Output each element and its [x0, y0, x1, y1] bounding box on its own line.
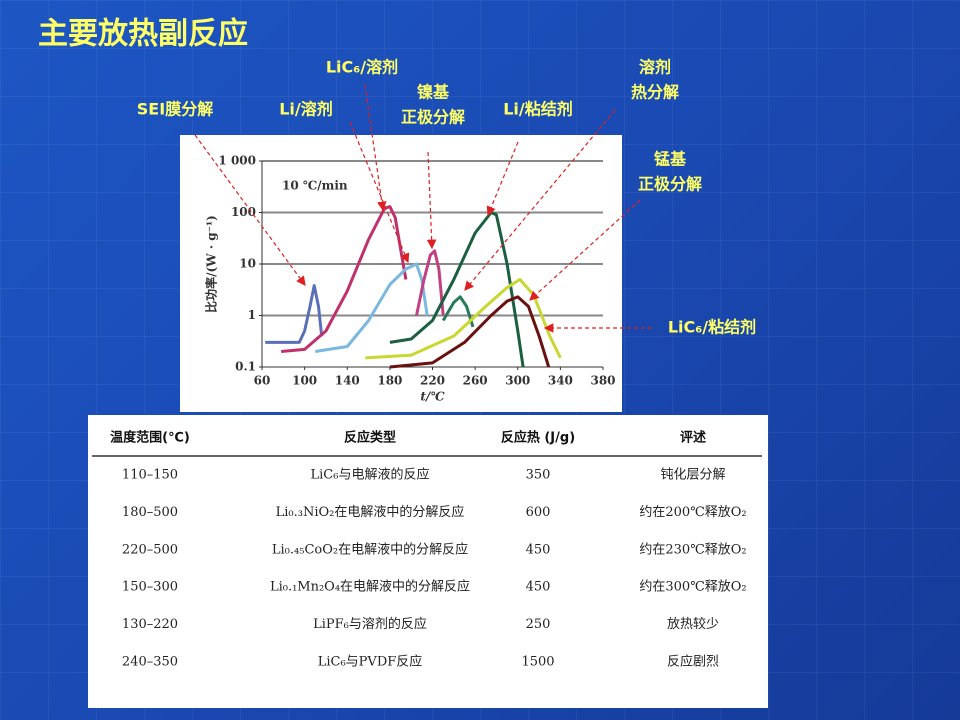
table-header: 反应类型: [344, 430, 396, 446]
callout-arrow: [349, 121, 410, 264]
curve: [365, 278, 562, 360]
curve: [441, 295, 475, 328]
callout-label: LiC₆/溶剂: [326, 58, 398, 77]
x-tick-label: 60: [254, 374, 271, 388]
callout-label: 锰基: [654, 150, 687, 169]
callout-arrow: [194, 134, 306, 286]
callout-label: LiC₆/粘结剂: [668, 318, 756, 337]
table-cell: 放热较少: [667, 617, 719, 632]
table-cell: LiPF₆与溶剂的反应: [313, 616, 427, 632]
callout-label: SEI膜分解: [137, 100, 213, 119]
x-tick-label: 140: [335, 374, 360, 388]
curve: [389, 295, 551, 369]
table-cell: Li₀.₄₅CoO₂在电解液中的分解反应: [272, 541, 468, 557]
callout-arrow: [426, 151, 437, 250]
x-tick-label: 300: [505, 374, 530, 388]
callout-label: 正极分解: [638, 175, 702, 194]
y-tick-label: 1 000: [218, 154, 256, 168]
table-cell: 350: [526, 468, 551, 483]
x-tick-label: 100: [292, 374, 317, 388]
curve: [415, 249, 445, 316]
table-cell: 约在200℃释放O₂: [639, 505, 746, 520]
table-cell: LiC₆与电解液的反应: [311, 467, 430, 483]
table-cell: 450: [526, 580, 551, 595]
table-cell: 130–220: [122, 617, 178, 632]
callout-label: 溶剂: [639, 58, 671, 77]
callout-label: Li/粘结剂: [503, 100, 573, 119]
y-tick-label: 1: [248, 308, 256, 322]
table-panel: [88, 415, 768, 708]
table-header: 反应热 (J/g): [501, 430, 575, 446]
table-cell: 约在300℃释放O₂: [639, 580, 746, 595]
callout-arrow: [486, 141, 519, 217]
y-tick-label: 10: [239, 257, 256, 271]
y-tick-label: 0.1: [235, 360, 256, 374]
curve: [265, 284, 324, 344]
table-cell: 1500: [521, 655, 554, 670]
table-cell: 钝化层分解: [660, 468, 725, 483]
table-cell: LiC₆与PVDF反应: [318, 654, 423, 670]
table-cell: 450: [526, 542, 551, 557]
callout-label: 正极分解: [401, 108, 465, 127]
callout-label: Li/溶剂: [279, 100, 333, 119]
callout-arrow: [364, 84, 387, 212]
y-axis-label: 比功率/(W · g⁻¹): [204, 215, 219, 313]
table-cell: 600: [526, 505, 551, 520]
x-tick-label: 260: [463, 374, 488, 388]
table-cell: Li₀.₁Mn₂O₄在电解液中的分解反应: [270, 579, 470, 595]
y-tick-label: 100: [231, 205, 256, 219]
curve: [315, 262, 429, 353]
callout-label: 镍基: [417, 83, 450, 102]
curve: [281, 205, 408, 353]
table-cell: 约在230℃释放O₂: [639, 542, 746, 557]
x-tick-label: 340: [548, 374, 573, 388]
slide-title: 主要放热副反应: [38, 17, 248, 52]
table-cell: 250: [526, 617, 551, 632]
callout-label: 热分解: [631, 83, 679, 102]
x-tick-label: 380: [590, 374, 615, 388]
x-axis-label: t/℃: [420, 390, 445, 404]
table-cell: Li₀.₃NiO₂在电解液中的分解反应: [276, 504, 465, 520]
x-tick-label: 220: [420, 374, 445, 388]
table-cell: 220–500: [122, 542, 178, 557]
annotation: 10 ℃/min: [282, 179, 348, 193]
table-header: 评述: [680, 430, 706, 446]
table-cell: 180–500: [122, 505, 178, 520]
table-cell: 240–350: [122, 655, 178, 670]
callout-arrow: [529, 199, 641, 301]
table-header: 温度范围(℃): [110, 430, 190, 446]
table-cell: 反应剧烈: [667, 654, 719, 670]
x-tick-label: 180: [377, 374, 402, 388]
table-cell: 150–300: [122, 580, 178, 595]
table-cell: 110–150: [122, 468, 178, 483]
